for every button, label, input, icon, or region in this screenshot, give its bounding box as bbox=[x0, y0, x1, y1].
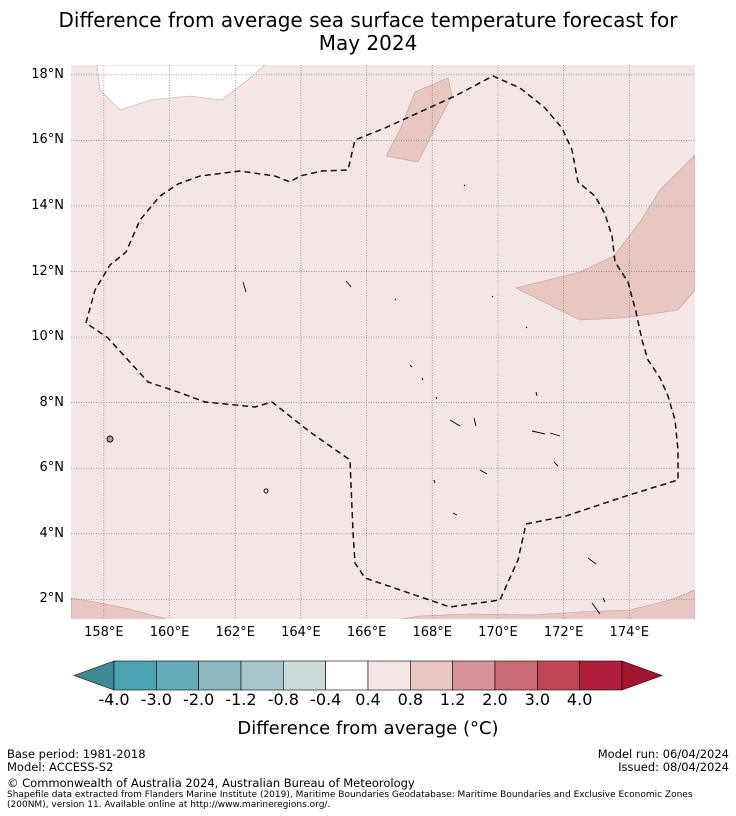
island bbox=[535, 391, 538, 397]
island bbox=[587, 557, 597, 565]
island bbox=[263, 488, 269, 494]
warmer-patch-southwest bbox=[71, 597, 168, 619]
island bbox=[449, 419, 461, 427]
colorbar-swatch bbox=[198, 660, 242, 691]
island bbox=[242, 281, 247, 293]
colorbar-swatch bbox=[494, 660, 538, 691]
y-tick-label: 2°N bbox=[39, 591, 65, 607]
model-run: Model run: 06/04/2024 bbox=[597, 747, 729, 761]
x-tick-label: 166°E bbox=[346, 625, 387, 640]
island bbox=[525, 326, 528, 329]
island bbox=[433, 479, 436, 484]
map-title-line2: May 2024 bbox=[318, 31, 418, 55]
island bbox=[463, 184, 466, 187]
island bbox=[452, 512, 458, 516]
colorbar-label: -4.0 bbox=[98, 690, 130, 709]
source-line-1: Shapefile data extracted from Flanders M… bbox=[7, 790, 693, 800]
colorbar-swatch bbox=[283, 660, 326, 691]
colorbar-title: Difference from average (°C) bbox=[237, 718, 499, 739]
y-tick-label: 8°N bbox=[39, 394, 65, 410]
colorbar-extend-high bbox=[621, 660, 663, 691]
colorbar-label: -0.4 bbox=[310, 690, 342, 709]
model-name: Model: ACCESS-S2 bbox=[7, 760, 114, 774]
colorbar-label: -3.0 bbox=[140, 690, 172, 709]
x-tick-label: 174°E bbox=[609, 625, 650, 640]
colorbar-swatch bbox=[537, 660, 580, 691]
colorbar-label: 4.0 bbox=[566, 690, 593, 709]
colorbar-swatch bbox=[367, 660, 411, 691]
islands bbox=[106, 184, 606, 615]
island bbox=[435, 396, 438, 400]
island bbox=[473, 417, 477, 427]
warmer-patch-east bbox=[515, 154, 695, 321]
island bbox=[106, 435, 114, 443]
island bbox=[549, 432, 561, 437]
x-tick-label: 164°E bbox=[281, 625, 321, 640]
x-tick-label: 170°E bbox=[478, 625, 518, 640]
colorbar-label: 1.2 bbox=[439, 690, 466, 709]
map-title-line1: Difference from average sea surface temp… bbox=[58, 8, 678, 32]
island bbox=[394, 298, 397, 301]
island bbox=[421, 377, 424, 381]
x-tick-label: 168°E bbox=[412, 625, 453, 640]
colorbar-label: -1.2 bbox=[225, 690, 257, 709]
gridlines bbox=[71, 65, 695, 619]
colorbar-extend-low bbox=[73, 660, 115, 691]
colorbar-swatch bbox=[240, 660, 284, 691]
island bbox=[591, 602, 601, 615]
colorbar-label: 0.4 bbox=[355, 690, 381, 709]
colorbar-label: 0.8 bbox=[397, 690, 424, 709]
colorbar-label: 2.0 bbox=[482, 690, 508, 709]
colorbar-label: 3.0 bbox=[524, 690, 551, 709]
y-tick-label: 4°N bbox=[39, 525, 65, 541]
base-period: Base period: 1981-2018 bbox=[7, 747, 146, 761]
island bbox=[479, 469, 488, 475]
colorbar-label: -0.8 bbox=[267, 690, 299, 709]
x-tick-label: 172°E bbox=[543, 625, 584, 640]
map-background bbox=[71, 65, 695, 619]
x-tick-label: 162°E bbox=[215, 625, 255, 640]
colorbar-swatch bbox=[452, 660, 496, 691]
y-tick-label: 14°N bbox=[31, 197, 64, 213]
y-tick-label: 16°N bbox=[31, 132, 64, 148]
colorbar-label: -2.0 bbox=[183, 690, 215, 709]
island bbox=[602, 597, 606, 603]
warmer-patch-south bbox=[399, 589, 695, 619]
copyright-notice: © Commonwealth of Australia 2024, Austra… bbox=[7, 776, 415, 790]
y-tick-label: 10°N bbox=[31, 329, 64, 345]
x-tick-label: 158°E bbox=[84, 625, 124, 640]
warmer-patch-north bbox=[385, 77, 453, 163]
y-tick-label: 6°N bbox=[39, 460, 65, 476]
island bbox=[531, 430, 546, 435]
island bbox=[409, 364, 413, 368]
island bbox=[553, 461, 559, 467]
eez-boundary bbox=[85, 75, 679, 608]
issued-date: Issued: 08/04/2024 bbox=[618, 760, 729, 774]
colorbar bbox=[73, 660, 663, 691]
colorbar-swatch bbox=[410, 660, 453, 691]
near-average-region bbox=[96, 65, 266, 111]
source-line-2: (200NM), version 11. Available online at… bbox=[7, 800, 331, 810]
island bbox=[491, 295, 494, 298]
y-tick-label: 18°N bbox=[31, 66, 64, 82]
colorbar-swatch bbox=[156, 660, 199, 691]
island bbox=[345, 280, 352, 288]
colorbar-swatch bbox=[579, 660, 623, 691]
colorbar-swatch bbox=[113, 660, 157, 691]
y-tick-label: 12°N bbox=[31, 263, 64, 279]
colorbar-swatch bbox=[325, 660, 369, 691]
x-tick-label: 160°E bbox=[149, 625, 190, 640]
